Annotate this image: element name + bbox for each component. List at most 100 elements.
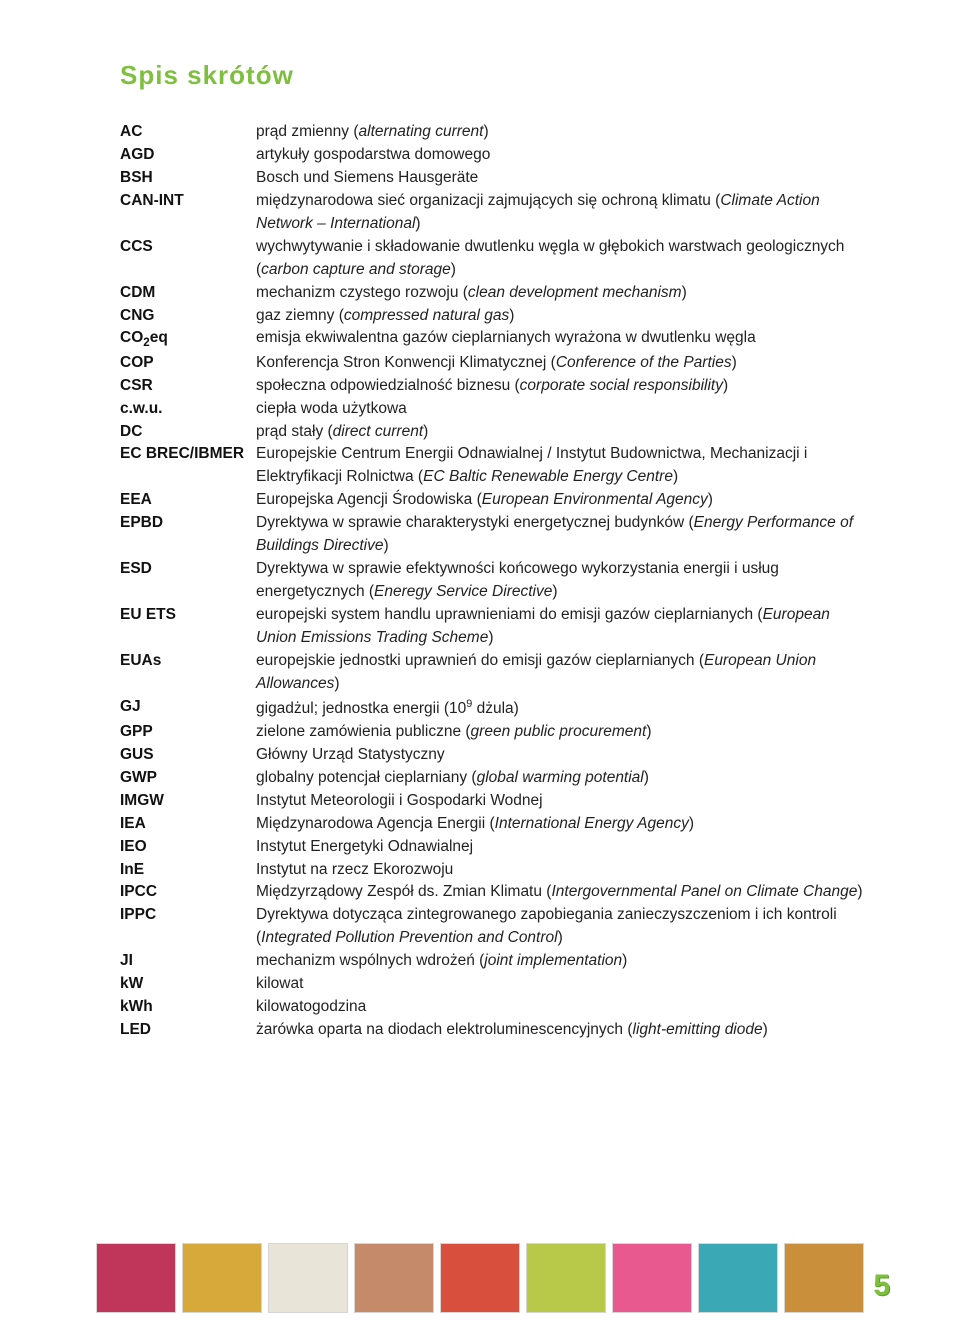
footer-thumbnail <box>354 1243 434 1313</box>
abbr-term: CSR <box>120 375 256 398</box>
abbr-definition: Instytut Energetyki Odnawialnej <box>256 836 870 859</box>
abbr-term: c.w.u. <box>120 398 256 421</box>
abbr-row: c.w.u.ciepła woda użytkowa <box>120 398 870 421</box>
abbr-definition: kilowatogodzina <box>256 996 870 1019</box>
abbr-row: kWhkilowatogodzina <box>120 996 870 1019</box>
abbr-definition: społeczna odpowiedzialność biznesu (corp… <box>256 375 870 398</box>
abbr-row: CCSwychwytywanie i składowanie dwutlenku… <box>120 236 870 282</box>
abbr-row: BSHBosch und Siemens Hausgeräte <box>120 167 870 190</box>
abbr-term: InE <box>120 859 256 882</box>
abbr-row: AGDartykuły gospodarstwa domowego <box>120 144 870 167</box>
abbr-term: EC BREC/IBMER <box>120 443 256 466</box>
abbr-term: kWh <box>120 996 256 1019</box>
abbr-definition: Instytut Meteorologii i Gospodarki Wodne… <box>256 790 870 813</box>
abbr-term: AGD <box>120 144 256 167</box>
footer-thumbnail <box>612 1243 692 1313</box>
abbr-term: IMGW <box>120 790 256 813</box>
abbr-definition: europejski system handlu uprawnieniami d… <box>256 604 870 650</box>
abbr-term: LED <box>120 1019 256 1042</box>
abbr-row: EEAEuropejska Agencji Środowiska (Europe… <box>120 489 870 512</box>
abbr-row: GPPzielone zamówienia publiczne (green p… <box>120 721 870 744</box>
abbr-row: IEAMiędzynarodowa Agencja Energii (Inter… <box>120 813 870 836</box>
abbr-definition: prąd zmienny (alternating current) <box>256 121 870 144</box>
abbr-term: COP <box>120 352 256 375</box>
abbr-definition: Europejska Agencji Środowiska (European … <box>256 489 870 512</box>
footer-thumbnail <box>182 1243 262 1313</box>
abbr-row: kWkilowat <box>120 973 870 996</box>
abbr-term: EUAs <box>120 650 256 673</box>
abbr-definition: Dyrektywa w sprawie efektywności końcowe… <box>256 558 870 604</box>
abbr-definition: Bosch und Siemens Hausgeräte <box>256 167 870 190</box>
abbr-row: IEOInstytut Energetyki Odnawialnej <box>120 836 870 859</box>
abbr-term: ESD <box>120 558 256 581</box>
footer-thumbnail <box>440 1243 520 1313</box>
footer-thumbnail <box>784 1243 864 1313</box>
footer-thumbnail <box>526 1243 606 1313</box>
abbr-term: GPP <box>120 721 256 744</box>
abbr-row: CDMmechanizm czystego rozwoju (clean dev… <box>120 282 870 305</box>
abbr-term: CNG <box>120 305 256 328</box>
abbr-term: CO2eq <box>120 327 256 351</box>
abbr-row: EU ETSeuropejski system handlu uprawnien… <box>120 604 870 650</box>
abbr-term: JI <box>120 950 256 973</box>
abbr-definition: Główny Urząd Statystyczny <box>256 744 870 767</box>
abbr-definition: kilowat <box>256 973 870 996</box>
abbr-row: ESDDyrektywa w sprawie efektywności końc… <box>120 558 870 604</box>
abbr-definition: emisja ekwiwalentna gazów cieplarnianych… <box>256 327 870 350</box>
abbr-definition: mechanizm czystego rozwoju (clean develo… <box>256 282 870 305</box>
abbr-term: IEO <box>120 836 256 859</box>
abbr-row: DCprąd stały (direct current) <box>120 421 870 444</box>
abbr-definition: zielone zamówienia publiczne (green publ… <box>256 721 870 744</box>
abbr-definition: Międzynarodowa Agencja Energii (Internat… <box>256 813 870 836</box>
abbr-row: JImechanizm wspólnych wdrożeń (joint imp… <box>120 950 870 973</box>
abbr-definition: globalny potencjał cieplarniany (global … <box>256 767 870 790</box>
abbr-definition: międzynarodowa sieć organizacji zajmując… <box>256 190 870 236</box>
abbr-definition: gaz ziemny (compressed natural gas) <box>256 305 870 328</box>
abbr-row: CO2eqemisja ekwiwalentna gazów cieplarni… <box>120 327 870 351</box>
abbr-definition: prąd stały (direct current) <box>256 421 870 444</box>
abbr-term: GJ <box>120 696 256 719</box>
footer-thumbnail <box>698 1243 778 1313</box>
abbr-term: GUS <box>120 744 256 767</box>
footer-thumbnail <box>96 1243 176 1313</box>
abbr-row: GUSGłówny Urząd Statystyczny <box>120 744 870 767</box>
abbr-definition: ciepła woda użytkowa <box>256 398 870 421</box>
abbr-definition: europejskie jednostki uprawnień do emisj… <box>256 650 870 696</box>
abbr-definition: artykuły gospodarstwa domowego <box>256 144 870 167</box>
abbr-row: COPKonferencja Stron Konwencji Klimatycz… <box>120 352 870 375</box>
abbr-row: IMGWInstytut Meteorologii i Gospodarki W… <box>120 790 870 813</box>
footer-thumbnail <box>268 1243 348 1313</box>
abbr-definition: Konferencja Stron Konwencji Klimatycznej… <box>256 352 870 375</box>
abbr-row: CSRspołeczna odpowiedzialność biznesu (c… <box>120 375 870 398</box>
abbr-row: CNGgaz ziemny (compressed natural gas) <box>120 305 870 328</box>
abbr-term: BSH <box>120 167 256 190</box>
abbr-term: GWP <box>120 767 256 790</box>
abbr-row: EC BREC/IBMEREuropejskie Centrum Energii… <box>120 443 870 489</box>
abbr-definition: Europejskie Centrum Energii Odnawialnej … <box>256 443 870 489</box>
abbr-term: CCS <box>120 236 256 259</box>
abbr-row: EUAseuropejskie jednostki uprawnień do e… <box>120 650 870 696</box>
abbr-definition: Międzyrządowy Zespół ds. Zmian Klimatu (… <box>256 881 870 904</box>
page-title: Spis skrótów <box>120 60 870 91</box>
abbr-term: EEA <box>120 489 256 512</box>
abbr-definition: mechanizm wspólnych wdrożeń (joint imple… <box>256 950 870 973</box>
abbr-row: ACprąd zmienny (alternating current) <box>120 121 870 144</box>
abbr-definition: Dyrektywa w sprawie charakterystyki ener… <box>256 512 870 558</box>
abbreviation-list: ACprąd zmienny (alternating current)AGDa… <box>120 121 870 1042</box>
abbr-definition: Instytut na rzecz Ekorozwoju <box>256 859 870 882</box>
footer-thumbnails <box>0 1243 960 1313</box>
abbr-term: CDM <box>120 282 256 305</box>
abbr-term: DC <box>120 421 256 444</box>
abbr-row: LEDżarówka oparta na diodach elektrolumi… <box>120 1019 870 1042</box>
abbr-row: EPBDDyrektywa w sprawie charakterystyki … <box>120 512 870 558</box>
abbr-term: kW <box>120 973 256 996</box>
page-number: 5 <box>873 1269 890 1303</box>
abbr-definition: wychwytywanie i składowanie dwutlenku wę… <box>256 236 870 282</box>
abbr-term: CAN-INT <box>120 190 256 213</box>
abbr-term: IEA <box>120 813 256 836</box>
abbr-definition: żarówka oparta na diodach elektrolumines… <box>256 1019 870 1042</box>
abbr-term: IPCC <box>120 881 256 904</box>
abbr-definition: gigadżul; jednostka energii (109 dżula) <box>256 696 870 721</box>
abbr-row: IPPCDyrektywa dotycząca zintegrowanego z… <box>120 904 870 950</box>
abbr-row: CAN-INTmiędzynarodowa sieć organizacji z… <box>120 190 870 236</box>
